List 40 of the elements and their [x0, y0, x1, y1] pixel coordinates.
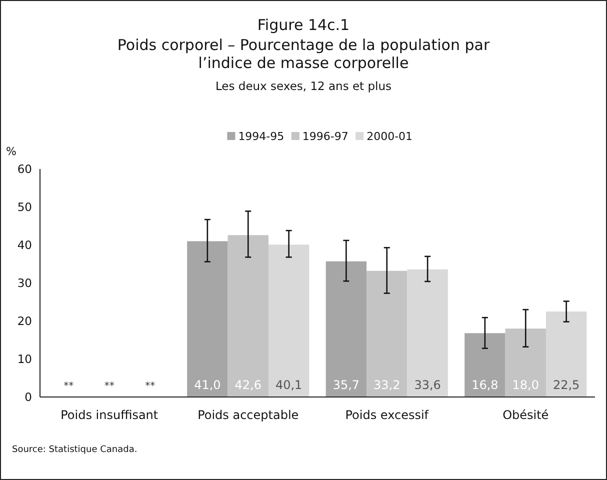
bar — [187, 241, 228, 397]
caption: Figure 14c.1 — [257, 16, 350, 34]
bar — [268, 244, 310, 397]
data-label: 22,5 — [552, 378, 580, 392]
legend-label: 1996-97 — [302, 130, 348, 143]
data-label: 18,0 — [512, 378, 539, 392]
bar — [407, 269, 448, 397]
text: ** — [145, 381, 156, 392]
bar — [326, 261, 367, 397]
legend-label: 1994-95 — [238, 130, 284, 143]
chart-subtitle: Les deux sexes, 12 ans et plus — [215, 79, 392, 93]
y-tick-label: 10 — [17, 352, 32, 366]
data-label: 40,1 — [275, 378, 302, 392]
source-note: Source: Statistique Canada. — [12, 445, 138, 455]
chart-title: Poids corporel – Pourcentage de la population par l’indice de masse corporelle — [117, 36, 490, 72]
bar — [546, 312, 587, 397]
x-tick-label: Poids excessif — [345, 408, 430, 422]
y-axis-title: % — [6, 145, 16, 158]
data-label: 33,2 — [374, 378, 400, 392]
data-label: 35,7 — [332, 378, 360, 392]
y-tick-label: 50 — [17, 200, 32, 214]
bar — [228, 235, 268, 397]
text: ** — [64, 381, 74, 392]
x-tick-label: Obésité — [502, 408, 549, 422]
data-label: 42,6 — [234, 378, 262, 392]
data-label: 16,8 — [472, 378, 498, 392]
bar — [464, 333, 506, 397]
bar — [366, 270, 408, 397]
y-tick-label: 30 — [17, 276, 32, 290]
text: ** — [104, 381, 114, 392]
legend-label: 2000-01 — [366, 130, 413, 143]
y-tick-label: 60 — [17, 162, 32, 176]
data-label: 41,0 — [194, 378, 221, 392]
y-tick-label: 20 — [17, 314, 32, 328]
x-tick-label: Poids acceptable — [198, 408, 299, 422]
y-tick-label: 0 — [24, 390, 32, 404]
data-label: 33,6 — [414, 378, 441, 392]
bar — [505, 328, 546, 397]
y-tick-label: 40 — [17, 238, 32, 252]
x-tick-label: Poids insuffisant — [60, 408, 158, 422]
